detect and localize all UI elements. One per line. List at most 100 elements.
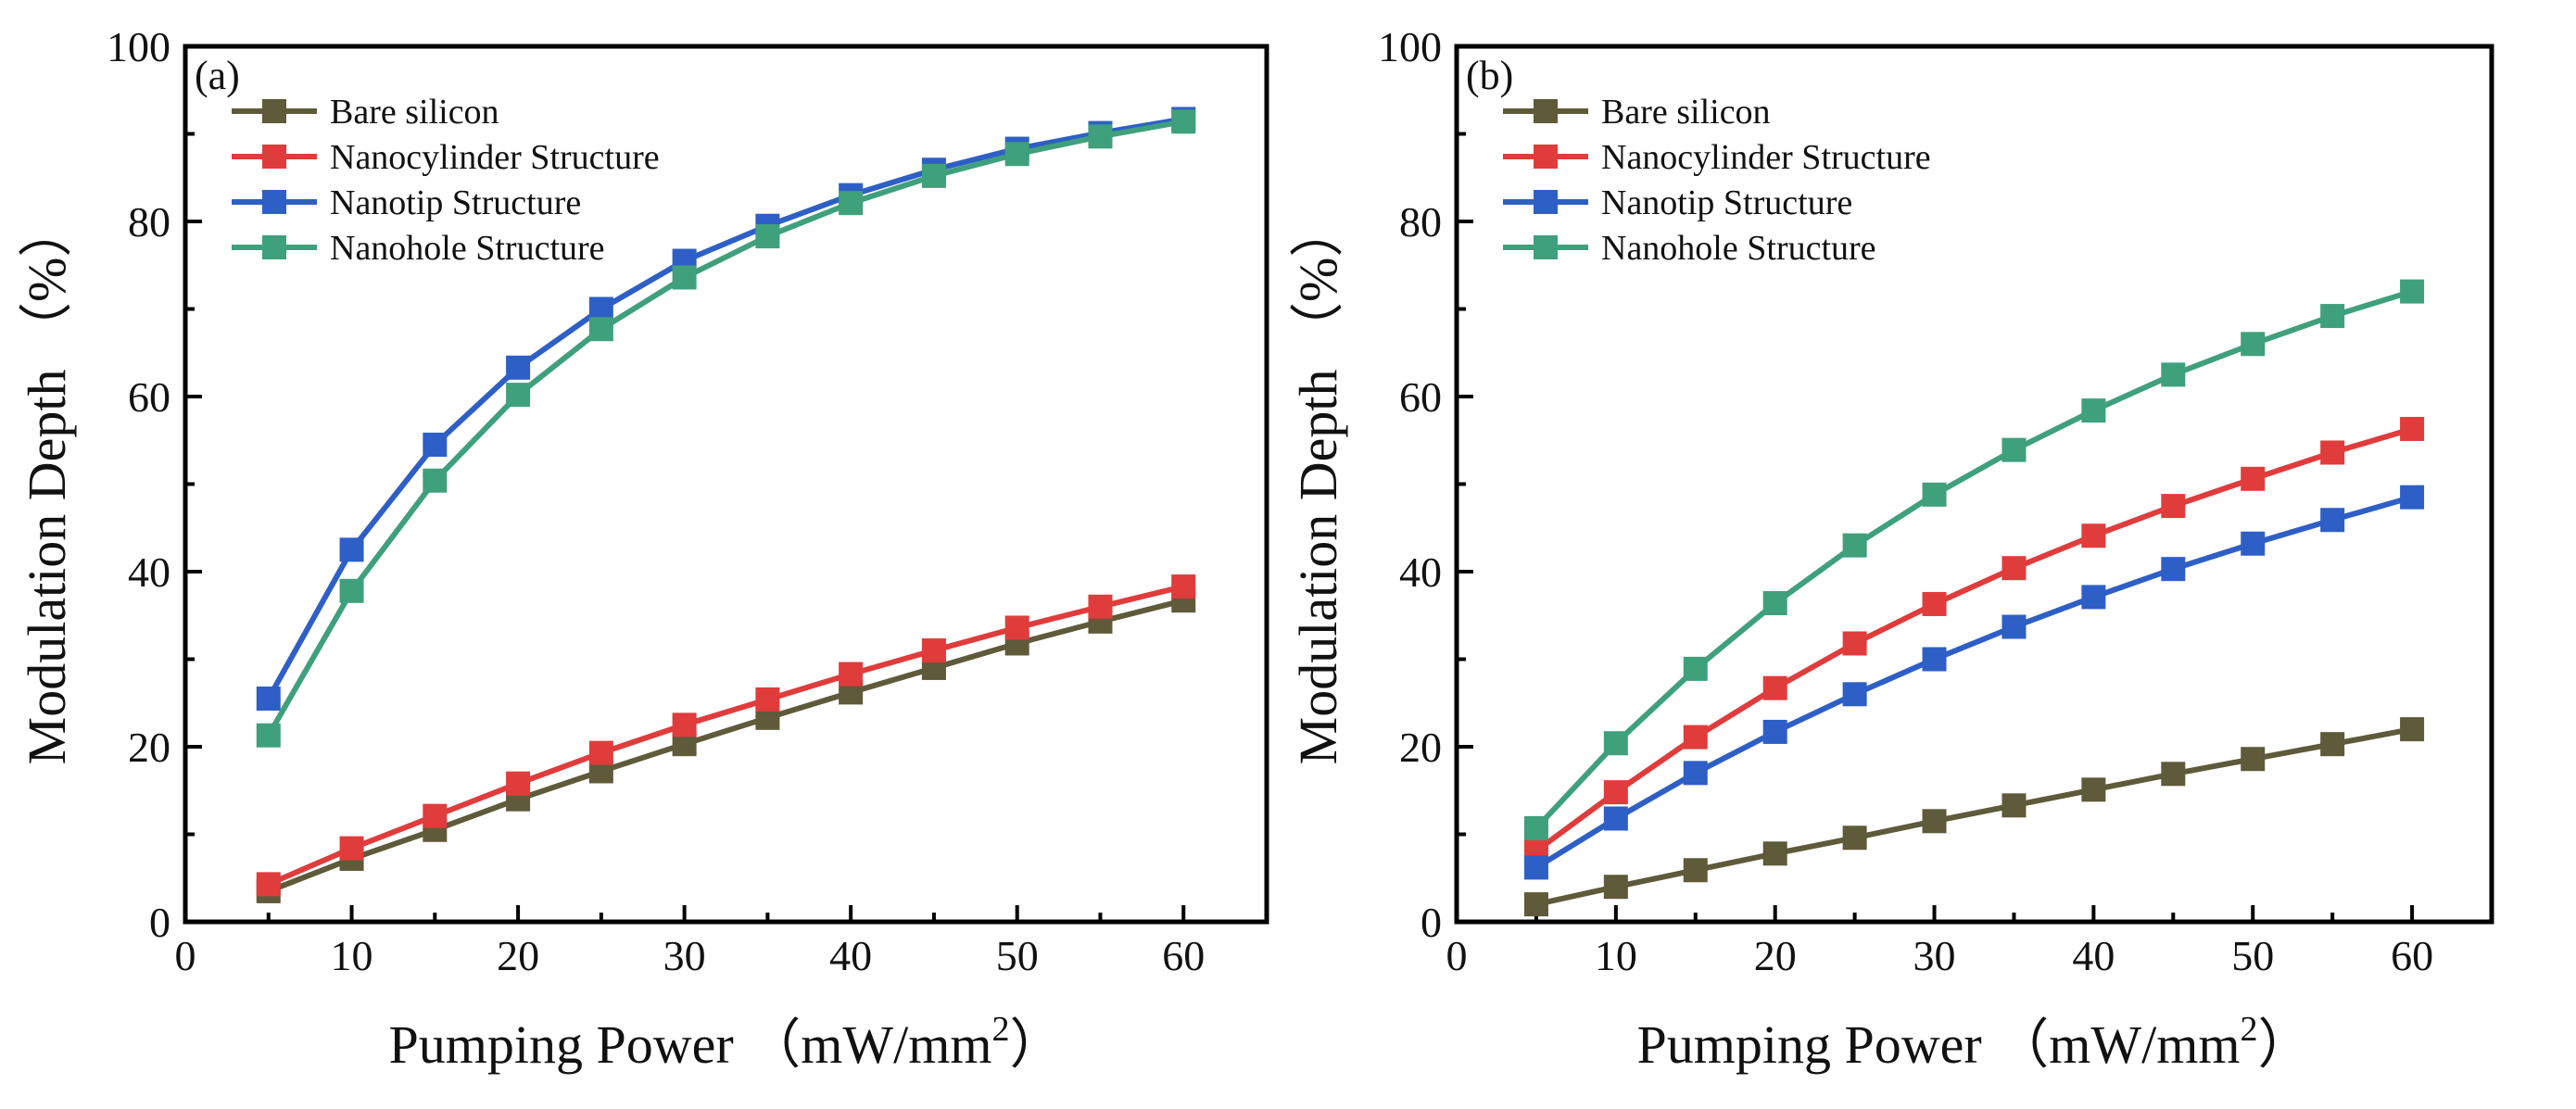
data-point — [921, 638, 946, 663]
y-tick-label: 60 — [128, 373, 170, 421]
data-point — [755, 224, 780, 249]
data-point — [2241, 531, 2266, 556]
data-point — [1842, 533, 1867, 558]
data-point — [2400, 485, 2425, 510]
y-tick-label: 20 — [1399, 724, 1442, 771]
x-axis-label-text: Pumping Power （mW/mm — [1637, 1014, 2241, 1075]
data-point — [2081, 523, 2106, 548]
x-tick-label: 40 — [829, 932, 872, 979]
series-bare-silicon — [256, 588, 1196, 903]
data-point — [1922, 809, 1947, 834]
data-point — [1842, 825, 1867, 851]
x-axis-label-text: Pumping Power （mW/mm — [389, 1014, 992, 1075]
x-axis-label-superscript: 2 — [2240, 1010, 2257, 1049]
data-point — [672, 265, 697, 290]
data-point — [1683, 725, 1708, 750]
legend-marker — [262, 99, 286, 123]
data-point — [2400, 279, 2425, 304]
data-point — [423, 468, 448, 493]
x-tick-label: 50 — [996, 932, 1039, 979]
data-point — [2081, 777, 2106, 802]
data-point — [2161, 557, 2186, 582]
x-tick-label: 60 — [1162, 932, 1205, 979]
y-axis-label: Modulation Depth （%） — [17, 204, 77, 765]
y-tick-label: 20 — [128, 724, 170, 771]
data-point — [1004, 615, 1029, 640]
data-point — [256, 723, 281, 748]
data-point — [423, 432, 448, 457]
chart-panel-b: 0 10 20 30 40 50 60 0 20 40 60 80 100 (b) Pumping Powe… — [1288, 23, 2494, 1075]
data-point — [1922, 482, 1947, 507]
legend-label: Nanocylinder Structure — [1601, 138, 1931, 177]
legend: Bare silicon Nanocylinder Structure Nanoti… — [232, 93, 660, 268]
data-point — [2320, 304, 2345, 329]
y-tick-label: 100 — [1378, 23, 1442, 70]
series-nanocylinder-structure — [256, 574, 1196, 897]
data-point — [2320, 732, 2345, 757]
x-axis-label-close: ） — [1009, 1014, 1063, 1075]
data-point — [506, 771, 531, 796]
data-point — [423, 803, 448, 828]
y-tick-label: 40 — [128, 548, 170, 596]
x-axis-label: Pumping Power （mW/mm2） — [1637, 1010, 2312, 1075]
legend-marker — [1534, 145, 1558, 169]
data-point — [1523, 855, 1548, 880]
x-axis-label-superscript: 2 — [991, 1010, 1009, 1049]
legend-label: Nanocylinder Structure — [330, 138, 660, 177]
data-point — [2001, 437, 2027, 462]
data-point — [672, 712, 697, 737]
legend-label: Nanotip Structure — [1601, 183, 1852, 222]
legend-marker — [1534, 190, 1558, 214]
series-line — [267, 598, 1184, 894]
data-point — [2081, 585, 2106, 610]
data-point — [1088, 594, 1113, 619]
data-point — [339, 578, 364, 603]
series-line — [1534, 494, 2413, 870]
data-point — [1603, 875, 1628, 900]
data-point — [2161, 762, 2186, 787]
data-point — [1603, 780, 1628, 805]
y-tick-label: 80 — [1399, 198, 1442, 246]
data-point — [339, 537, 364, 562]
plot-frame — [183, 44, 1269, 925]
data-point — [2241, 747, 2266, 772]
x-tick-label: 20 — [1754, 932, 1797, 979]
data-point — [1842, 631, 1867, 656]
data-point — [2241, 332, 2266, 357]
y-tick-label: 0 — [1421, 899, 1442, 946]
data-point — [2400, 416, 2425, 441]
data-point — [1004, 142, 1029, 167]
series-bare-silicon — [1523, 717, 2425, 917]
data-point — [506, 383, 531, 408]
y-tick-label: 0 — [149, 899, 170, 946]
series-line — [267, 584, 1184, 888]
legend: Bare silicon Nanocylinder Structure Nanoti… — [1503, 93, 1931, 268]
x-tick-label: 20 — [497, 932, 539, 979]
data-point — [2001, 793, 2027, 818]
y-tick-label: 80 — [128, 198, 170, 246]
series-line — [1534, 288, 2413, 830]
data-point — [1762, 675, 1787, 700]
x-tick-label: 10 — [1595, 932, 1637, 979]
data-point — [588, 740, 613, 765]
legend-marker — [1534, 99, 1558, 123]
data-point — [2320, 440, 2345, 465]
data-point — [1523, 815, 1548, 840]
data-point — [588, 296, 613, 321]
legend-marker — [1534, 235, 1558, 259]
x-tick-label: 0 — [175, 932, 196, 979]
data-point — [2001, 614, 2027, 639]
data-point — [839, 191, 864, 216]
series-line — [1535, 726, 2413, 908]
data-point — [839, 662, 864, 687]
x-tick-label: 30 — [663, 932, 706, 979]
x-tick-label: 60 — [2391, 932, 2433, 979]
data-point — [588, 317, 613, 342]
x-tick-label: 50 — [2231, 932, 2274, 979]
x-axis-label-close: ） — [2257, 1014, 2311, 1075]
series-line — [266, 119, 1184, 737]
data-point — [1762, 841, 1787, 866]
data-point — [1762, 591, 1787, 616]
